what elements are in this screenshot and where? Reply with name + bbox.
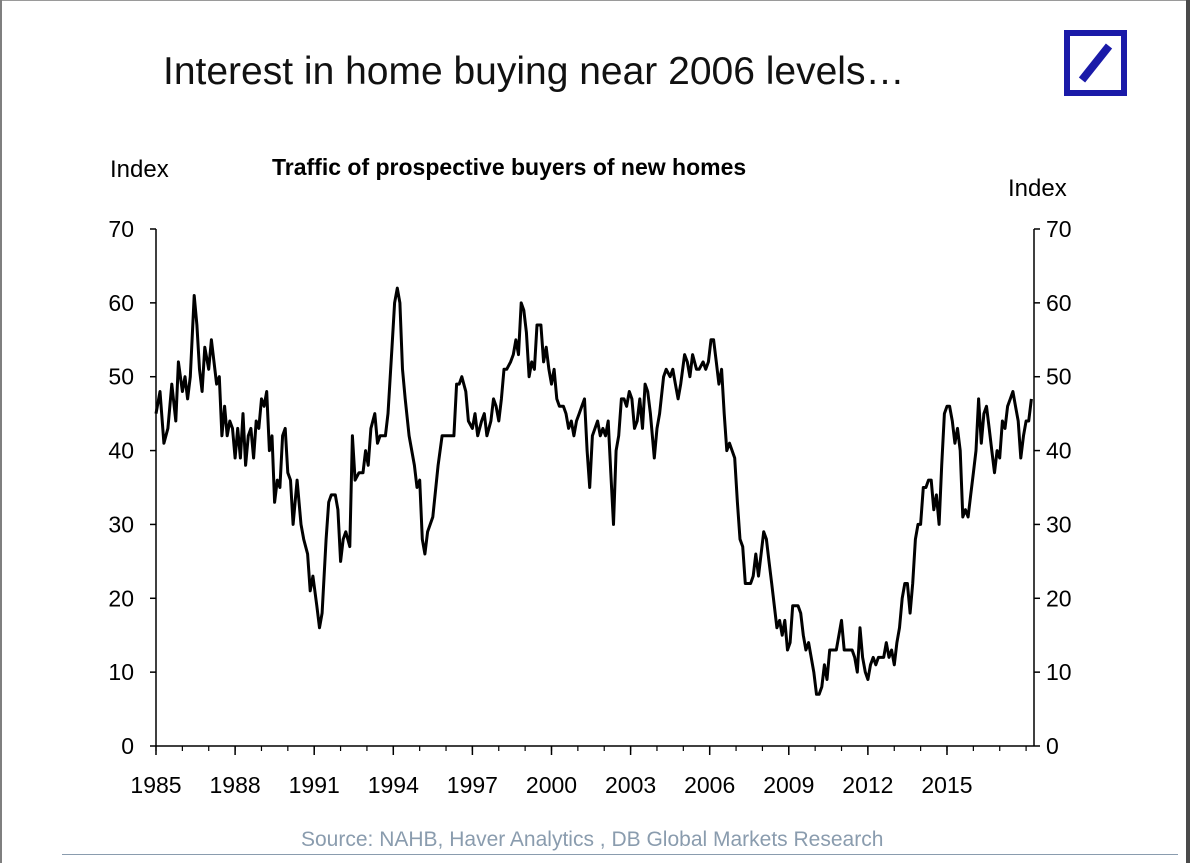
- chart-axes: [155, 229, 1035, 747]
- deutsche-bank-logo-icon: [1064, 30, 1127, 96]
- right-axis-unit-label: Index: [1008, 175, 1067, 202]
- x-tick-label: 2003: [605, 772, 656, 798]
- right-y-ticks: 0 10 20 30 40 50 60 70: [1034, 216, 1072, 759]
- left-y-tick-label: 70: [108, 216, 134, 242]
- left-y-ticks: 0 10 20 30 40 50 60 70: [108, 216, 156, 759]
- x-tick-label: 2015: [921, 772, 972, 798]
- right-y-tick-label: 30: [1046, 511, 1072, 537]
- left-y-tick-label: 10: [108, 659, 134, 685]
- left-y-tick-label: 0: [121, 733, 134, 759]
- right-y-tick-label: 20: [1046, 585, 1072, 611]
- right-y-tick-label: 40: [1046, 438, 1072, 464]
- right-y-tick-label: 10: [1046, 659, 1072, 685]
- slide-title: Interest in home buying near 2006 levels…: [163, 50, 905, 93]
- right-y-tick-label: 50: [1046, 364, 1072, 390]
- x-tick-label: 1991: [289, 772, 340, 798]
- x-tick-label: 1994: [368, 772, 419, 798]
- left-y-tick-label: 30: [108, 511, 134, 537]
- right-y-tick-label: 70: [1046, 216, 1072, 242]
- left-y-tick-label: 40: [108, 438, 134, 464]
- x-ticks: 1985 1988 1991 1994 1997 2000 2003 2006 2009 2012…: [130, 746, 1027, 798]
- x-tick-label: 2009: [763, 772, 814, 798]
- window-border-top: [0, 0, 1190, 1]
- x-tick-label: 2006: [684, 772, 735, 798]
- x-tick-label: 2000: [526, 772, 577, 798]
- chart-title: Traffic of prospective buyers of new hom…: [272, 154, 747, 180]
- x-tick-label: 1988: [210, 772, 261, 798]
- series-line-traffic: [154, 286, 1033, 696]
- right-y-tick-label: 60: [1046, 290, 1072, 316]
- source-note: Source: NAHB, Haver Analytics , DB Globa…: [301, 828, 884, 851]
- right-y-tick-label: 0: [1046, 733, 1059, 759]
- left-y-tick-label: 60: [108, 290, 134, 316]
- window-border-right: [1186, 0, 1190, 863]
- source-divider: [62, 854, 1178, 855]
- left-y-tick-label: 20: [108, 585, 134, 611]
- x-tick-label: 1997: [447, 772, 498, 798]
- x-tick-label: 2012: [842, 772, 893, 798]
- left-axis-unit-label: Index: [110, 156, 169, 183]
- x-tick-label: 1985: [130, 772, 181, 798]
- left-y-tick-label: 50: [108, 364, 134, 390]
- window-border-left: [0, 0, 2, 863]
